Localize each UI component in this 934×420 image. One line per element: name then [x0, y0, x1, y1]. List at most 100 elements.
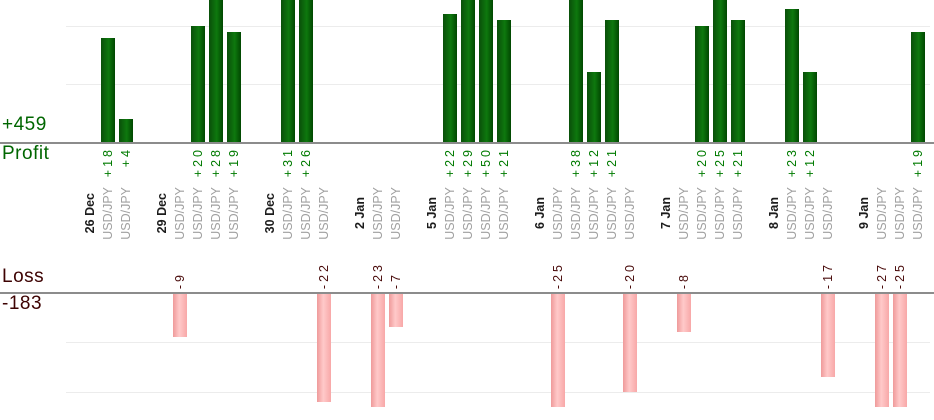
profit-bar: [227, 32, 241, 142]
profit-bar: [713, 0, 727, 142]
pair-label: USD/JPY: [281, 186, 295, 240]
date-label-box: 6 Jan: [531, 181, 549, 245]
profit-value-label-box: +18: [100, 147, 116, 177]
profit-value-label-box: +20: [190, 147, 206, 177]
profit-bar: [209, 0, 223, 142]
profit-bar: [299, 0, 313, 142]
loss-chart-area: [0, 294, 934, 407]
loss-axis-line: [0, 292, 934, 294]
pair-label-box: USD/JPY: [117, 181, 135, 245]
loss-value-label: -22: [317, 261, 331, 289]
profit-value-label: +29: [461, 147, 475, 178]
profit-value-label-box: +12: [586, 147, 602, 177]
loss-value-label: -9: [173, 271, 187, 289]
profit-value-label: +12: [587, 147, 601, 178]
profit-bar: [461, 0, 475, 142]
profit-bar: [479, 0, 493, 142]
pair-label-box: USD/JPY: [693, 181, 711, 245]
date-label: 5 Jan: [425, 197, 439, 229]
pair-label: USD/JPY: [119, 186, 133, 240]
pair-label: USD/JPY: [101, 186, 115, 240]
pair-label: USD/JPY: [569, 186, 583, 240]
pair-label-box: USD/JPY: [603, 181, 621, 245]
pair-label: USD/JPY: [317, 186, 331, 240]
date-label: 30 Dec: [263, 192, 277, 234]
loss-value-label-box: -20: [622, 262, 638, 289]
profit-bar: [605, 20, 619, 142]
pair-label: USD/JPY: [677, 186, 691, 240]
profit-bar: [101, 38, 115, 142]
profit-value-label: +26: [299, 147, 313, 178]
loss-bar: [821, 294, 835, 377]
profit-value-label: +22: [443, 147, 457, 178]
profit-value-label-box: +31: [280, 147, 296, 177]
pair-label-box: USD/JPY: [99, 181, 117, 245]
profit-value-label: +20: [191, 147, 205, 178]
loss-value-label-box: -27: [874, 262, 890, 289]
profit-bar: [443, 14, 457, 142]
loss-value-label-box: -25: [550, 262, 566, 289]
profit-bar: [569, 0, 583, 142]
profit-bar: [911, 32, 925, 142]
loss-value-label-box: -9: [172, 272, 188, 289]
pair-label-box: USD/JPY: [711, 181, 729, 245]
date-label-box: 5 Jan: [423, 181, 441, 245]
profit-value-label-box: +19: [910, 147, 926, 177]
profit-value-label: +18: [101, 147, 115, 178]
loss-value-label: -7: [389, 271, 403, 289]
loss-value-label: -25: [551, 261, 565, 289]
loss-value-label: -27: [875, 261, 889, 289]
date-label-box: 8 Jan: [765, 181, 783, 245]
date-label-box: 9 Jan: [855, 181, 873, 245]
loss-total: -183: [2, 293, 43, 314]
date-label: 6 Jan: [533, 197, 547, 229]
loss-value-label-box: -17: [820, 262, 836, 289]
profit-value-label-box: +28: [208, 147, 224, 177]
date-label: 29 Dec: [155, 192, 169, 234]
profit-value-label: +38: [569, 147, 583, 178]
profit-value-label-box: +23: [784, 147, 800, 177]
profit-value-label-box: +12: [802, 147, 818, 177]
date-label-box: 2 Jan: [351, 181, 369, 245]
loss-bar: [317, 294, 331, 402]
date-label: 8 Jan: [767, 197, 781, 229]
loss-value-label-box: -7: [388, 272, 404, 289]
pair-label-box: USD/JPY: [909, 181, 927, 245]
profit-chart-area: [0, 0, 934, 142]
profit-value-label-box: +38: [568, 147, 584, 177]
pair-label-box: USD/JPY: [459, 181, 477, 245]
pair-label-box: USD/JPY: [387, 181, 405, 245]
pair-label-box: USD/JPY: [207, 181, 225, 245]
profit-axis-line: [0, 142, 934, 144]
pair-label: USD/JPY: [389, 186, 403, 240]
pair-label-box: USD/JPY: [441, 181, 459, 245]
profit-value-label: +28: [209, 147, 223, 178]
loss-bar: [371, 294, 385, 407]
date-label-box: 30 Dec: [261, 181, 279, 245]
loss-bar: [893, 294, 907, 407]
pair-label-box: USD/JPY: [189, 181, 207, 245]
profit-value-label-box: +21: [730, 147, 746, 177]
pair-label-box: USD/JPY: [621, 181, 639, 245]
profit-value-label-box: +21: [604, 147, 620, 177]
loss-gridline-10: [66, 342, 930, 343]
profit-value-label-box: +20: [694, 147, 710, 177]
pair-label-box: USD/JPY: [315, 181, 333, 245]
profit-value-label: +4: [119, 147, 133, 168]
loss-bar: [677, 294, 691, 332]
pair-label-box: USD/JPY: [675, 181, 693, 245]
pair-label: USD/JPY: [605, 186, 619, 240]
pair-label: USD/JPY: [461, 186, 475, 240]
profit-value-label-box: +29: [460, 147, 476, 177]
pair-label-box: USD/JPY: [225, 181, 243, 245]
pair-label-box: USD/JPY: [567, 181, 585, 245]
loss-value-label-box: -22: [316, 262, 332, 289]
date-label-box: 26 Dec: [81, 181, 99, 245]
profit-total: +459: [2, 114, 47, 135]
profit-bar: [785, 9, 799, 142]
pair-label: USD/JPY: [785, 186, 799, 240]
pair-label-box: USD/JPY: [477, 181, 495, 245]
pair-label-box: USD/JPY: [279, 181, 297, 245]
pair-label-box: USD/JPY: [171, 181, 189, 245]
